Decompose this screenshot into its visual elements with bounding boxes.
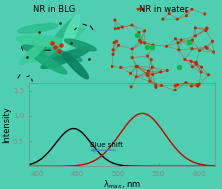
Point xyxy=(211,40,214,43)
Point xyxy=(207,73,210,76)
Ellipse shape xyxy=(44,16,78,57)
Point xyxy=(194,61,198,64)
Point xyxy=(205,27,209,30)
Point xyxy=(137,31,141,34)
Point xyxy=(147,70,150,73)
Ellipse shape xyxy=(22,45,82,62)
Point xyxy=(190,39,194,42)
Point xyxy=(159,70,163,73)
Point xyxy=(139,41,143,44)
Point xyxy=(143,42,147,45)
Y-axis label: Intensity: Intensity xyxy=(2,106,11,143)
Point xyxy=(195,63,198,66)
Point xyxy=(151,73,154,76)
Text: NR in BLG: NR in BLG xyxy=(33,5,75,14)
Point xyxy=(204,29,208,32)
Point xyxy=(189,60,193,63)
Point xyxy=(136,8,140,11)
Point xyxy=(129,72,132,75)
Point xyxy=(113,27,117,30)
Point xyxy=(173,84,177,87)
Point xyxy=(176,18,179,21)
Text: Blue shift: Blue shift xyxy=(90,142,123,148)
Point xyxy=(174,37,177,40)
Ellipse shape xyxy=(18,24,57,33)
Point xyxy=(134,65,138,68)
Point xyxy=(130,56,134,59)
Point xyxy=(183,58,187,61)
Point xyxy=(185,10,189,13)
Ellipse shape xyxy=(20,42,46,65)
Point xyxy=(113,19,117,22)
Point xyxy=(203,12,206,15)
Point xyxy=(146,74,150,77)
Ellipse shape xyxy=(16,36,68,46)
Point xyxy=(196,83,199,86)
Point xyxy=(146,55,149,58)
Point xyxy=(148,80,152,83)
Point xyxy=(205,47,209,50)
Ellipse shape xyxy=(63,53,88,79)
Point xyxy=(111,53,115,56)
Point xyxy=(197,83,201,86)
Point xyxy=(160,84,163,87)
Point xyxy=(176,41,180,44)
Point xyxy=(212,50,216,53)
Text: NR in water: NR in water xyxy=(139,5,188,14)
Point xyxy=(200,66,203,69)
Point xyxy=(130,47,134,50)
Point xyxy=(112,41,116,44)
Point xyxy=(161,18,165,21)
Point xyxy=(130,24,134,27)
Point xyxy=(145,72,149,75)
Point xyxy=(129,85,133,88)
Point xyxy=(165,69,169,72)
Point xyxy=(151,66,154,69)
Point xyxy=(168,12,171,15)
Point xyxy=(190,8,194,11)
Ellipse shape xyxy=(65,39,96,51)
Point xyxy=(204,45,208,48)
Point xyxy=(151,44,155,47)
Point xyxy=(117,27,120,30)
Point xyxy=(121,26,124,29)
Point xyxy=(149,58,153,61)
Point xyxy=(117,44,120,47)
Point xyxy=(199,70,203,74)
Point xyxy=(111,48,115,51)
Point xyxy=(190,65,194,68)
Point xyxy=(176,84,179,87)
Point xyxy=(135,75,138,78)
Ellipse shape xyxy=(62,15,79,50)
Point xyxy=(184,81,188,84)
Point xyxy=(143,29,146,32)
Point xyxy=(194,34,197,37)
Point xyxy=(179,39,183,42)
Point xyxy=(194,26,197,29)
Ellipse shape xyxy=(27,49,67,74)
X-axis label: λ$_{max}$, nm: λ$_{max}$, nm xyxy=(103,179,141,189)
Point xyxy=(141,8,145,11)
Point xyxy=(198,49,201,52)
Point xyxy=(196,85,200,88)
Point xyxy=(154,86,158,89)
Point xyxy=(115,40,118,43)
Point xyxy=(173,89,177,92)
Point xyxy=(154,84,158,87)
Point xyxy=(190,47,194,50)
Ellipse shape xyxy=(29,28,84,62)
Point xyxy=(205,26,209,29)
Point xyxy=(165,45,168,48)
Ellipse shape xyxy=(41,46,91,68)
Point xyxy=(138,39,141,42)
Point xyxy=(136,65,139,68)
Point xyxy=(110,65,114,68)
Point xyxy=(185,14,188,17)
Point xyxy=(119,66,123,69)
Point xyxy=(177,48,180,51)
Point xyxy=(190,84,193,88)
